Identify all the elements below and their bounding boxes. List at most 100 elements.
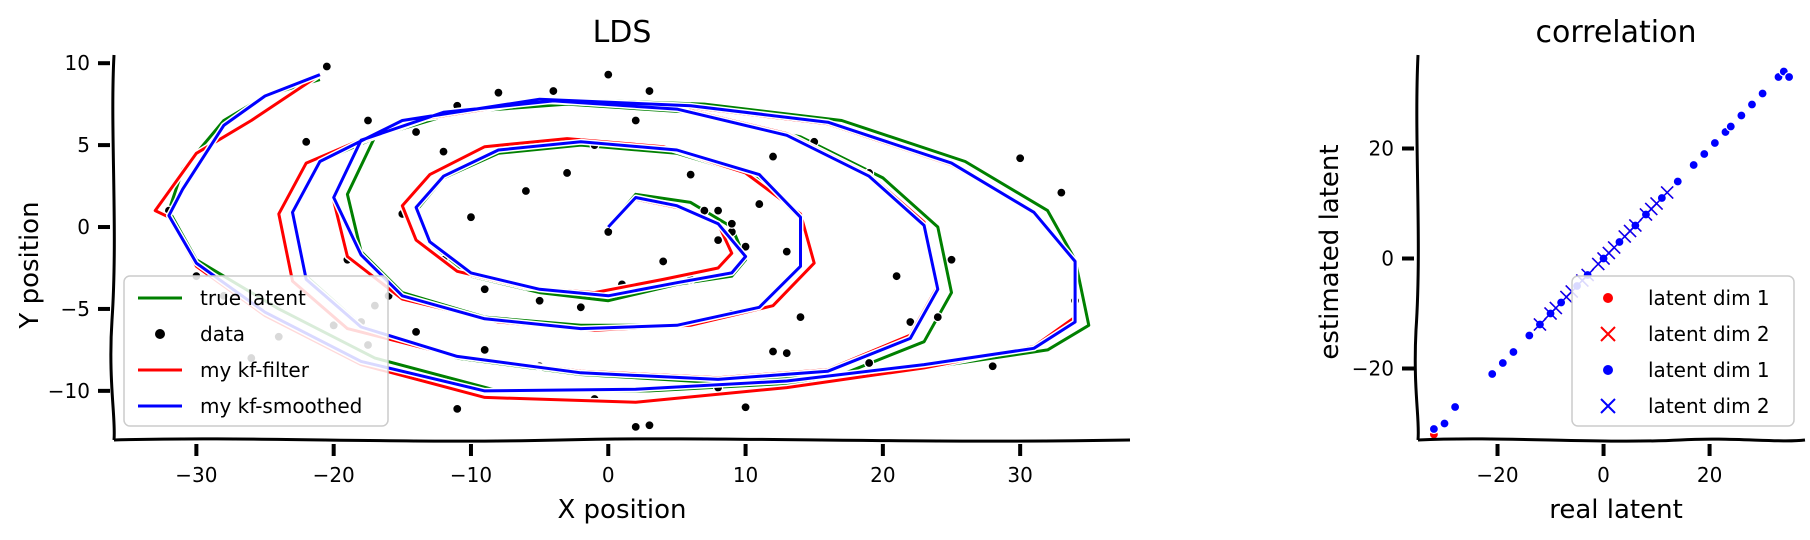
corr-ylabel: estimated latent [1315, 144, 1345, 359]
lds-series-1-point [493, 87, 504, 98]
corr-series-2-point [1746, 99, 1758, 110]
lds-xtick-label: −20 [313, 463, 355, 487]
corr-xtick-label: 20 [1697, 463, 1722, 487]
corr-series-2-point [1428, 423, 1440, 435]
corr-series-2-point [1524, 330, 1535, 341]
lds-series-1-point [781, 348, 792, 359]
corr-series-3-cross [1549, 301, 1563, 315]
corr-legend-frame [1571, 275, 1795, 427]
lds-series-1-point [362, 115, 374, 126]
lds-y-axis-line [109, 54, 116, 441]
lds-title: LDS [593, 15, 652, 50]
corr-series-3-legend-label: latent dim 2 [1648, 394, 1770, 418]
lds-xtick-label: −10 [450, 463, 492, 487]
corr-series-3-cross [1607, 240, 1621, 255]
lds-series-1-point [767, 346, 779, 357]
lds-series-1-point [726, 218, 737, 229]
lds-series-1-point [740, 402, 751, 413]
lds-series-1-point [891, 271, 902, 282]
lds-series-1-point [630, 421, 641, 432]
corr-series-2-point [1783, 71, 1795, 83]
lds-series-1-point [603, 226, 614, 238]
corr-series-0-legend-label: latent dim 1 [1648, 286, 1770, 310]
lds-series-1-point [452, 403, 463, 414]
lds-series-1-point [644, 85, 655, 97]
lds-series-1-point [301, 136, 312, 147]
lds-series-3-legend-label: my kf-smoothed [200, 394, 362, 418]
correlation-panel: correlation real latent estimated latent… [1315, 15, 1806, 525]
corr-series-2-point [1699, 148, 1710, 160]
lds-series-1-point [575, 302, 586, 313]
lds-series-1-point [548, 85, 559, 97]
corr-series-0-legend-swatch [1603, 293, 1613, 303]
lds-series-1-point [321, 61, 332, 72]
corr-xtick-label: 0 [1597, 463, 1610, 487]
lds-series-1-point [438, 146, 449, 157]
lds-series-1-point [658, 256, 669, 267]
lds-xtick-label: 30 [1007, 463, 1032, 487]
corr-y-axis-line [1413, 54, 1420, 441]
lds-xtick-label: −30 [175, 463, 217, 487]
lds-legend-frame [123, 275, 389, 427]
lds-series-1-point [987, 361, 998, 372]
corr-series-2-point [1508, 346, 1519, 358]
lds-series-1-point [630, 115, 641, 126]
lds-series-1-point [1056, 187, 1067, 198]
lds-series-3-line [167, 73, 1077, 393]
corr-xlabel: real latent [1549, 495, 1683, 525]
lds-series-1-point [767, 151, 779, 162]
corr-series-2-legend-label: latent dim 1 [1648, 358, 1770, 382]
corr-series-3-cross [1628, 218, 1642, 233]
lds-series-1-point [479, 284, 490, 295]
corr-series-2-point [1757, 88, 1768, 99]
corr-series-3-cross [1533, 317, 1547, 332]
corr-series-2-point [1487, 368, 1498, 380]
lds-series-1-point [781, 246, 792, 257]
lds-series-1-point [795, 312, 806, 323]
corr-series-2-point [1439, 418, 1450, 429]
corr-series-3-cross [1660, 185, 1674, 200]
lds-series-1-point [1015, 153, 1026, 164]
lds-series-1-point [410, 126, 422, 138]
lds-series-1-point [685, 169, 696, 180]
corr-ytick-label: 0 [1381, 247, 1394, 271]
corr-ytick-label: −20 [1352, 357, 1394, 381]
corr-series-2-point [1497, 357, 1508, 369]
lds-ytick-label: −10 [48, 379, 90, 403]
corr-x-axis-line [1417, 437, 1806, 443]
lds-series-1-point [534, 295, 545, 306]
lds-series-1-point [479, 344, 490, 355]
corr-ytick-label: 20 [1369, 137, 1394, 161]
lds-series-1-legend-label: data [200, 322, 245, 346]
lds-panel: LDS X position Y position −30 −20 −10 0 10 20… [15, 15, 1131, 525]
lds-xtick-label: 10 [733, 463, 758, 487]
lds-ytick-label: 0 [77, 215, 90, 239]
lds-series-1-point [465, 212, 477, 223]
lds-ytick-label: 5 [77, 133, 90, 157]
lds-series-1-point [932, 312, 943, 323]
lds-series-1-point [603, 69, 614, 80]
lds-xtick-label: 20 [870, 463, 895, 487]
lds-series-1-point [946, 254, 957, 265]
corr-series-3-cross [1650, 196, 1664, 211]
corr-title: correlation [1536, 15, 1697, 50]
corr-series-1-legend-swatch [1600, 326, 1616, 342]
lds-x-axis-line [113, 437, 1131, 443]
lds-xlabel: X position [557, 495, 686, 525]
lds-ylabel: Y position [15, 201, 45, 329]
corr-series-1-legend-label: latent dim 2 [1648, 322, 1770, 346]
lds-series-1-point [644, 420, 655, 431]
corr-series-2-point [1725, 121, 1736, 132]
corr-series-2-point [1450, 401, 1461, 413]
corr-series-3-legend-swatch [1600, 398, 1616, 414]
lds-series-1-point [410, 326, 422, 337]
lds-series-1-point [561, 167, 573, 179]
corr-series-2-legend-swatch [1603, 365, 1613, 375]
corr-series-2-point [1672, 176, 1683, 187]
corr-series-2-point [1688, 159, 1699, 171]
lds-legend: true latent data my kf-filter my kf-smoothe… [123, 275, 389, 427]
corr-series-2-point [1736, 110, 1747, 121]
lds-series-1-point [520, 185, 531, 197]
lds-xtick-label: 0 [602, 463, 615, 487]
